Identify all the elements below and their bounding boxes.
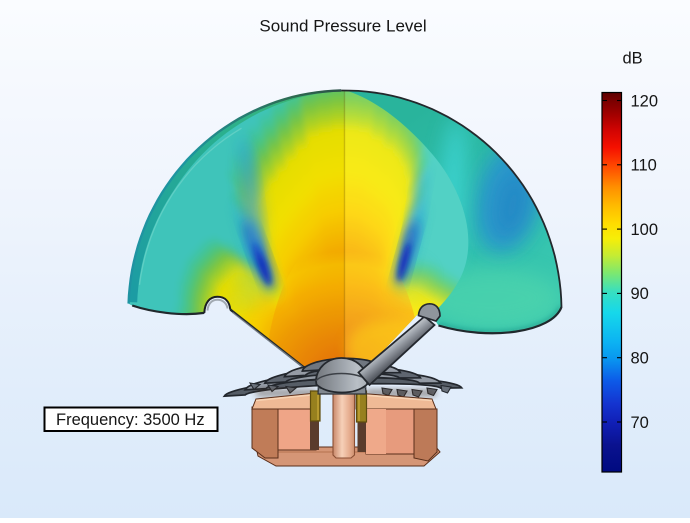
svg-text:110: 110 (631, 157, 657, 175)
svg-text:Frequency: 3500 Hz: Frequency: 3500 Hz (56, 411, 205, 429)
svg-text:100: 100 (631, 221, 659, 239)
svg-text:dB: dB (623, 50, 643, 68)
svg-text:120: 120 (631, 92, 659, 110)
svg-text:Sound Pressure Level: Sound Pressure Level (259, 17, 426, 36)
svg-text:70: 70 (631, 414, 649, 432)
svg-text:90: 90 (631, 285, 649, 303)
svg-text:80: 80 (631, 350, 649, 368)
